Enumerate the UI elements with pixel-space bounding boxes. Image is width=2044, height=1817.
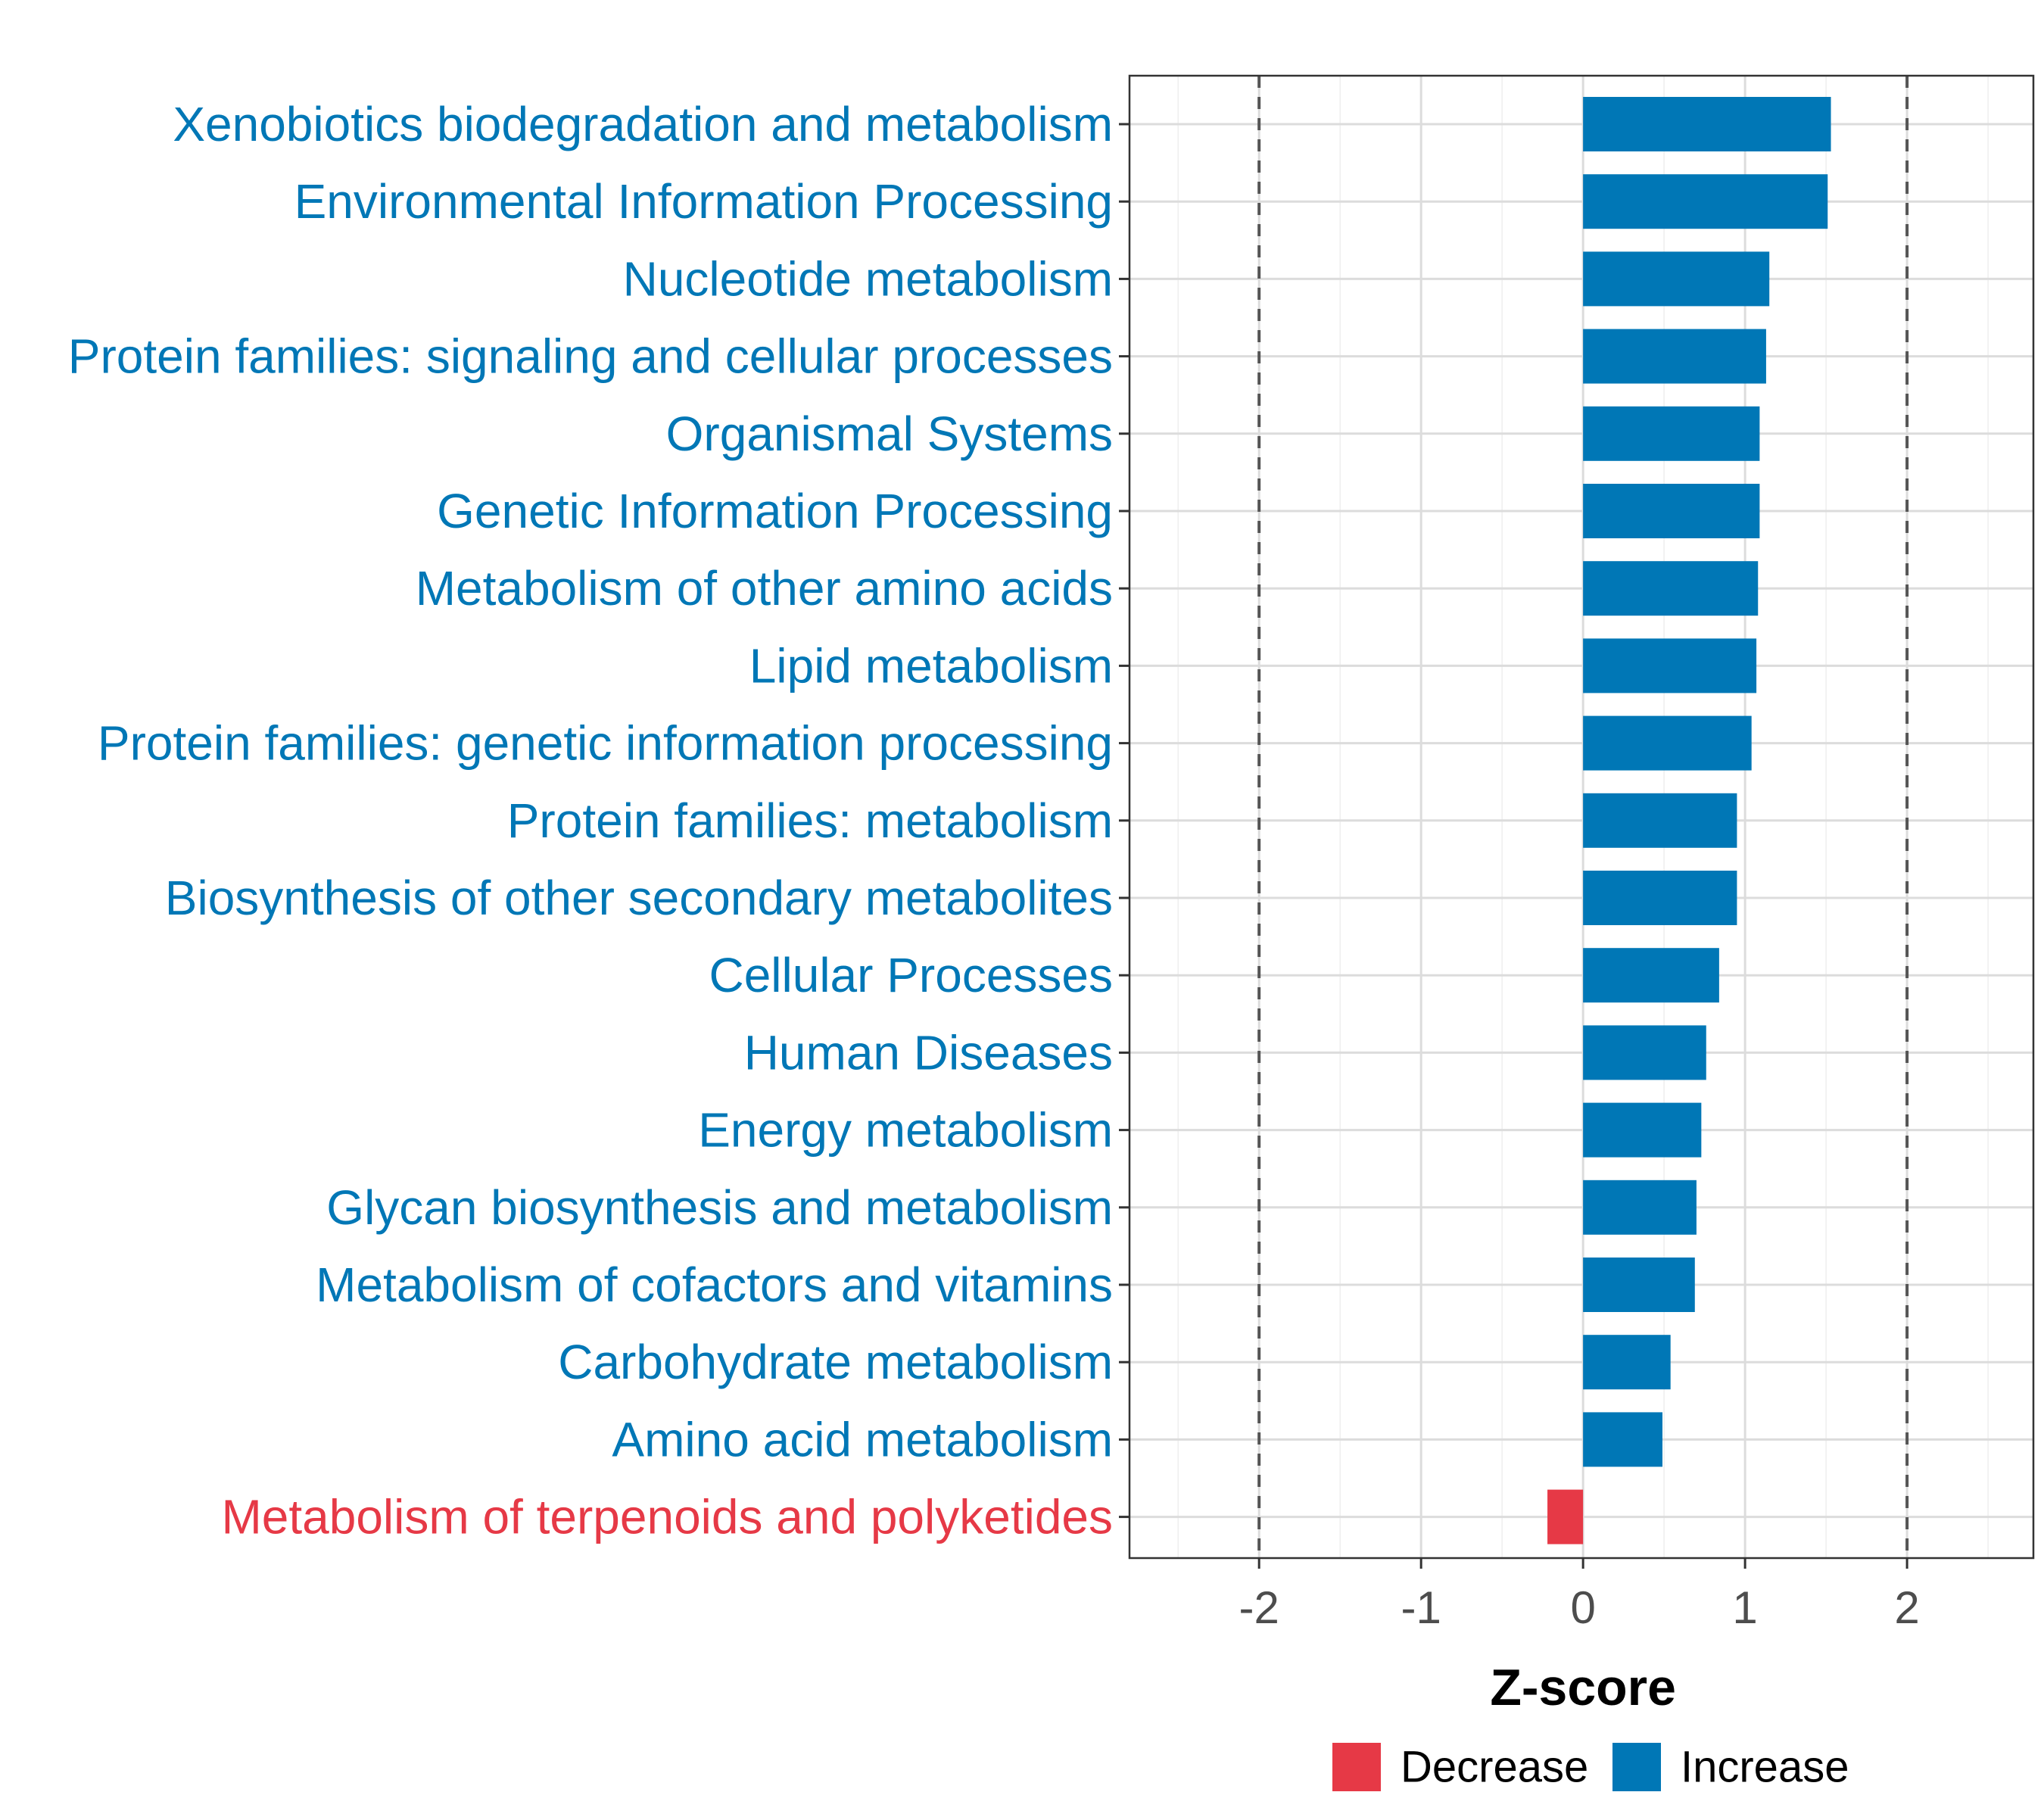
legend-swatch-decrease [1332,1743,1381,1791]
bar-increase [1583,251,1770,307]
category-label: Protein families: genetic information pr… [98,716,1113,771]
legend-swatch-increase [1612,1743,1661,1791]
bar-decrease [1547,1489,1584,1544]
category-label: Cellular Processes [709,948,1113,1002]
x-tick-label: -2 [1239,1582,1279,1633]
panel-border [1128,74,2035,1560]
bar-increase [1583,406,1760,461]
bar-increase [1583,561,1759,616]
bar-increase [1583,1102,1702,1158]
category-label: Organismal Systems [666,407,1113,461]
category-label: Metabolism of cofactors and vitamins [316,1258,1113,1312]
bar-increase [1583,638,1757,693]
x-axis-title: Z-score [1490,1659,1676,1716]
category-label: Energy metabolism [698,1103,1113,1158]
reference-lines [1257,76,1909,1558]
x-tick-label: -1 [1401,1582,1441,1633]
bar-increase [1583,97,1831,151]
grid-layer [1129,76,2033,1558]
category-label: Biosynthesis of other secondary metaboli… [165,871,1113,925]
bar-increase [1583,1025,1706,1080]
bar-increase [1583,174,1828,229]
x-tick-labels: -2 -1 0 1 2 [1239,1582,1920,1633]
x-tick-label: 2 [1894,1582,1919,1633]
bar-increase [1583,329,1766,384]
bar-increase [1583,1412,1662,1467]
bar-increase [1583,715,1752,771]
category-label: Glycan biosynthesis and metabolism [326,1180,1113,1235]
x-tick-label: 0 [1570,1582,1595,1633]
bar-increase [1583,871,1737,925]
bar-increase [1583,484,1760,538]
legend-label-increase: Increase [1681,1743,1849,1792]
bars-layer [1547,97,1831,1544]
bar-increase [1583,948,1719,1003]
category-label: Genetic Information Processing [437,484,1113,538]
bar-increase [1583,1258,1695,1312]
category-labels: Xenobiotics biodegradation and metabolis… [68,97,1113,1544]
bar-increase [1583,1180,1697,1235]
category-label: Lipid metabolism [749,638,1113,693]
category-label: Xenobiotics biodegradation and metabolis… [173,97,1113,151]
legend-label-decrease: Decrease [1401,1743,1588,1792]
category-label: Protein families: signaling and cellular… [68,329,1113,384]
category-label: Metabolism of terpenoids and polyketides [221,1490,1113,1544]
bar-increase [1583,793,1737,848]
category-label: Carbohydrate metabolism [558,1335,1113,1389]
bar-increase [1583,1335,1671,1390]
category-label: Metabolism of other amino acids [416,561,1113,616]
category-label: Protein families: metabolism [507,793,1113,848]
axis-ticks [1119,123,1908,1569]
x-tick-label: 1 [1732,1582,1757,1633]
category-label: Nucleotide metabolism [623,251,1113,306]
category-label: Amino acid metabolism [612,1412,1113,1466]
legend: Decrease Increase [1332,1743,1849,1792]
category-label: Environmental Information Processing [294,174,1113,229]
category-label: Human Diseases [744,1025,1113,1080]
